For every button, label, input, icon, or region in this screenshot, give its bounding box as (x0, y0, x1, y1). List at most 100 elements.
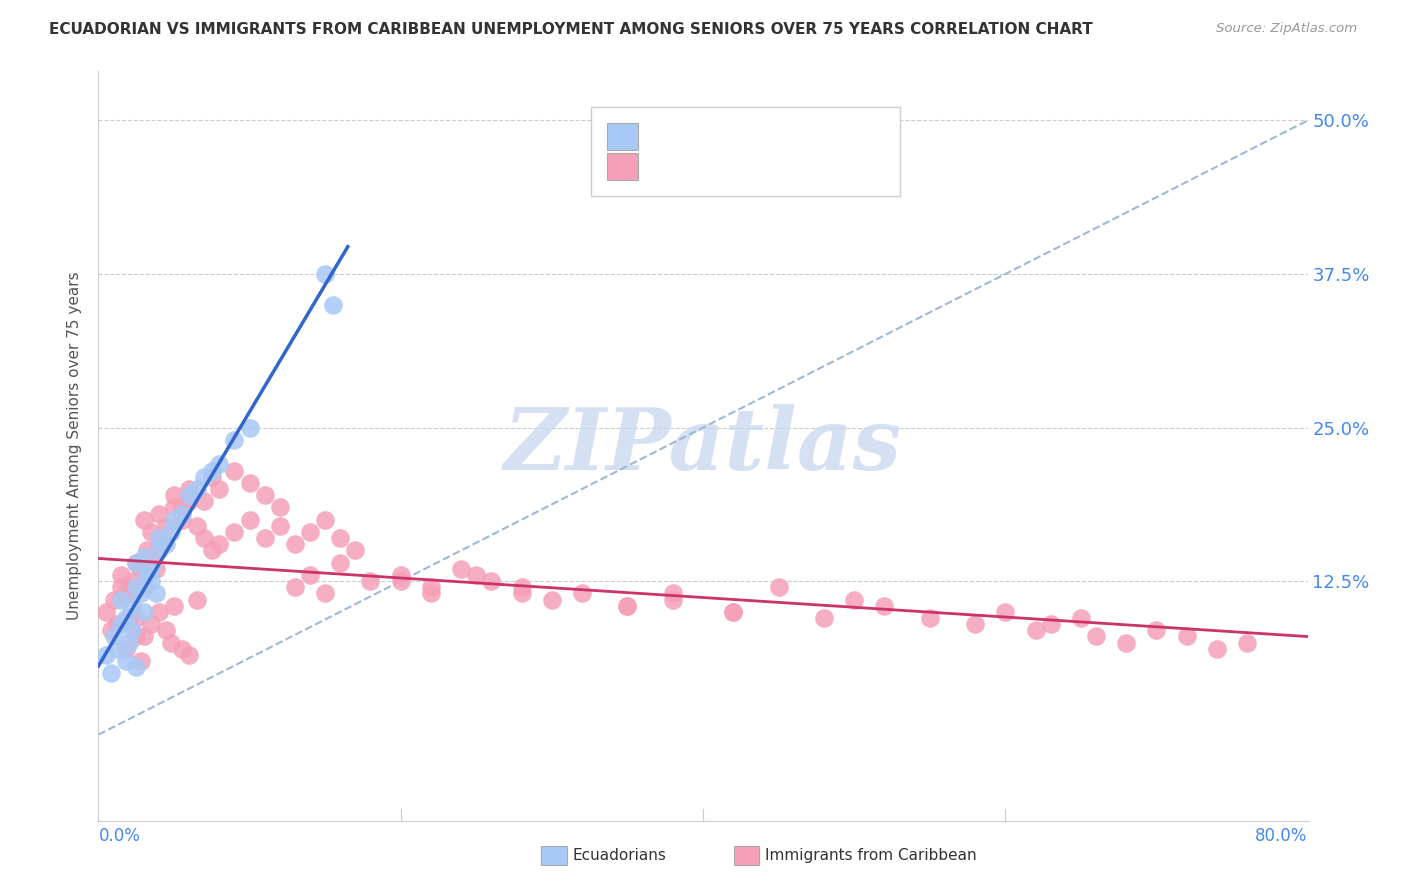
Text: ZIPatlas: ZIPatlas (503, 404, 903, 488)
Text: Ecuadorians: Ecuadorians (572, 848, 666, 863)
Point (125, 556, 148, 570)
Point (661, 586, 683, 600)
Point (145, 562, 167, 576)
Point (224, 464, 246, 478)
Text: 36: 36 (783, 128, 806, 145)
Text: 98: 98 (783, 158, 806, 176)
Point (239, 420, 262, 434)
Point (141, 549, 163, 564)
Point (160, 635, 183, 649)
Point (1236, 635, 1258, 649)
Point (314, 267, 336, 281)
Point (1085, 629, 1108, 643)
Text: N =: N = (748, 158, 785, 176)
Point (571, 586, 593, 600)
Point (253, 531, 276, 545)
Point (1175, 629, 1198, 643)
Point (1070, 611, 1092, 625)
Point (510, 580, 533, 594)
Point (193, 531, 215, 545)
Point (155, 624, 177, 638)
Point (160, 524, 183, 539)
Point (170, 513, 193, 527)
Point (170, 507, 193, 521)
Point (186, 519, 208, 533)
Text: N =: N = (748, 128, 785, 145)
Point (269, 519, 291, 533)
Point (201, 469, 224, 483)
Point (114, 654, 136, 668)
Point (148, 537, 170, 551)
Point (132, 580, 155, 594)
Point (105, 641, 128, 656)
Point (114, 611, 136, 625)
Point (132, 513, 155, 527)
Point (314, 586, 336, 600)
Point (540, 592, 562, 607)
Point (125, 629, 148, 643)
Point (481, 574, 503, 588)
Point (813, 611, 835, 625)
Point (141, 524, 163, 539)
Point (100, 624, 122, 638)
Text: R =: R = (650, 128, 686, 145)
Text: 0.0%: 0.0% (98, 827, 141, 845)
Point (121, 574, 143, 588)
Point (132, 549, 155, 564)
Point (918, 611, 941, 625)
Point (94, 648, 117, 662)
Point (239, 475, 262, 490)
Point (141, 562, 163, 576)
Point (179, 494, 201, 508)
Point (616, 599, 638, 613)
Point (723, 605, 745, 619)
Point (420, 580, 443, 594)
Point (141, 617, 163, 632)
Point (844, 592, 866, 607)
Text: Source: ZipAtlas.com: Source: ZipAtlas.com (1216, 22, 1357, 36)
Point (148, 543, 170, 558)
Point (118, 635, 141, 649)
Point (314, 513, 336, 527)
Text: R =: R = (650, 158, 686, 176)
Point (1024, 624, 1046, 638)
Text: 80.0%: 80.0% (1256, 827, 1308, 845)
Point (179, 648, 201, 662)
Point (145, 586, 167, 600)
Point (125, 611, 148, 625)
Point (148, 507, 170, 521)
Point (121, 624, 143, 638)
Point (114, 641, 136, 656)
Point (208, 458, 231, 472)
Point (170, 500, 193, 515)
Point (135, 568, 157, 582)
Point (389, 574, 412, 588)
Point (465, 568, 488, 582)
Point (170, 641, 193, 656)
Point (155, 519, 177, 533)
Text: 0.328: 0.328 (685, 128, 737, 145)
Point (661, 592, 683, 607)
Point (163, 500, 186, 515)
Point (208, 537, 231, 551)
Point (224, 524, 246, 539)
Point (768, 580, 790, 594)
Point (110, 580, 132, 594)
Point (129, 562, 152, 576)
Point (118, 611, 141, 625)
Point (125, 660, 148, 674)
Point (121, 586, 143, 600)
Point (723, 605, 745, 619)
Point (360, 574, 382, 588)
Point (269, 500, 291, 515)
Text: Immigrants from Caribbean: Immigrants from Caribbean (765, 848, 977, 863)
Point (110, 617, 132, 632)
Point (141, 574, 163, 588)
Point (163, 599, 186, 613)
Point (329, 531, 352, 545)
Point (253, 488, 276, 502)
Y-axis label: Unemployment Among Seniors over 75 years: Unemployment Among Seniors over 75 years (67, 272, 83, 620)
Point (129, 654, 152, 668)
Point (110, 568, 132, 582)
Point (100, 666, 122, 681)
